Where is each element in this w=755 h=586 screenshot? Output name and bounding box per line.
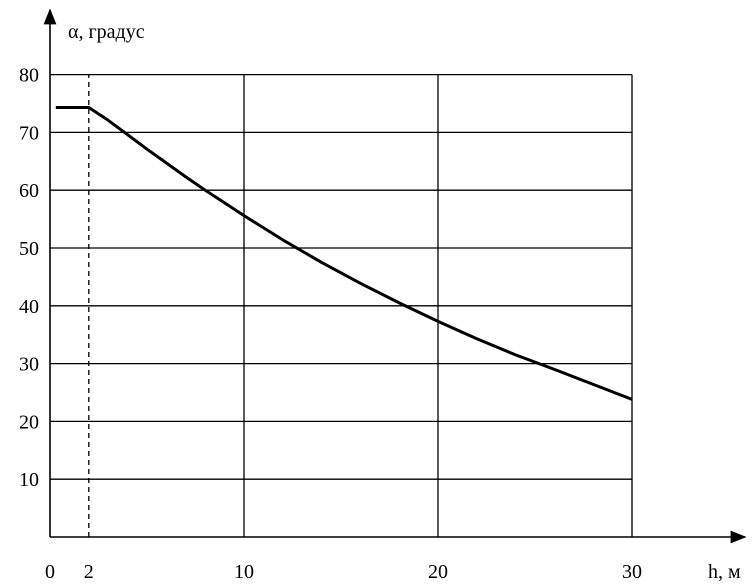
grid (50, 73, 633, 537)
y-tick-label: 70 (19, 122, 39, 144)
x-tick-label: 30 (622, 561, 642, 581)
y-axis-title: α, градус (68, 21, 145, 43)
y-tick-label: 80 (19, 65, 39, 87)
series-line-0 (55, 106, 633, 401)
x-tick-label: 20 (428, 561, 448, 581)
y-tick-label: 60 (19, 180, 39, 202)
y-tick-label: 20 (19, 411, 39, 433)
series-layer (55, 106, 633, 401)
x-tick-label: 2 (84, 561, 94, 581)
y-tick-label: 50 (19, 238, 39, 260)
tick-labels: 0 2 10 20 30 10 20 30 40 50 60 70 80 (19, 65, 642, 583)
y-tick-label: 10 (19, 469, 39, 491)
axes (43, 8, 747, 544)
x-axis-title: h, м (708, 561, 741, 581)
x-tick-label: 0 (45, 561, 55, 581)
y-tick-label: 30 (19, 354, 39, 376)
y-tick-label: 40 (19, 296, 39, 318)
x-tick-label: 10 (234, 561, 254, 581)
